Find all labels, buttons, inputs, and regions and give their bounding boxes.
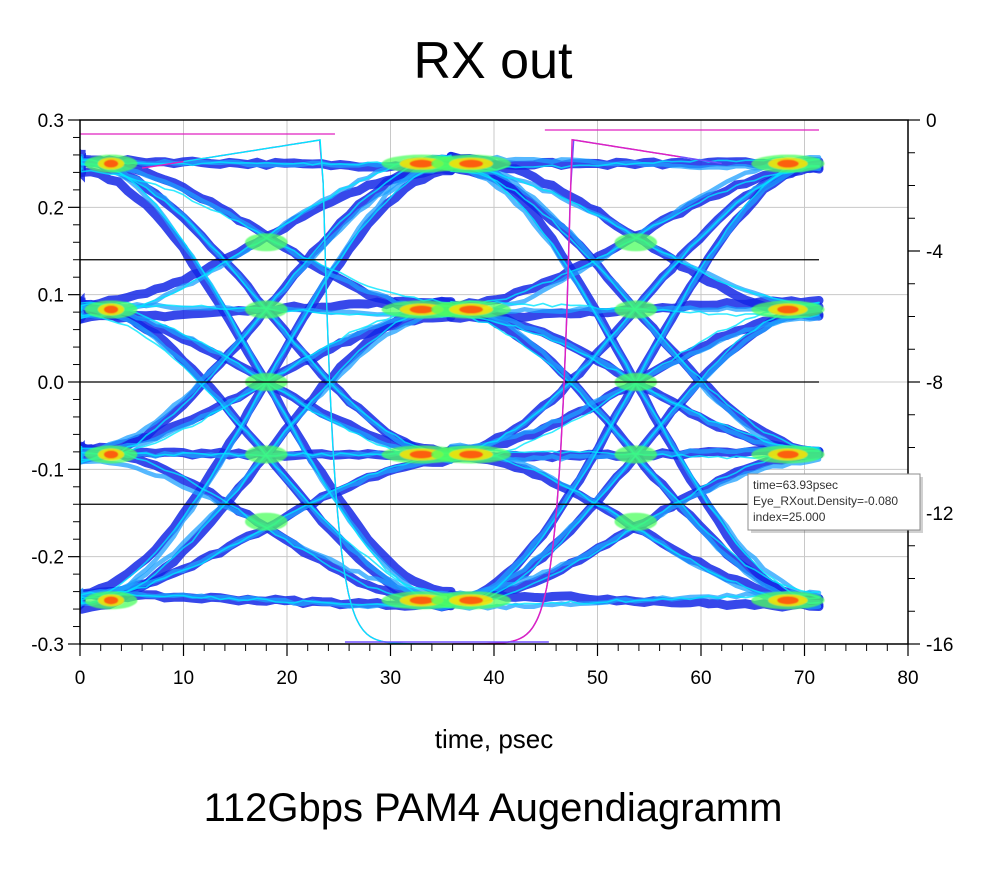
tooltip-line: index=25.000 [753,510,826,524]
hotspot-core-red [459,159,484,168]
density-hotspot [431,154,512,173]
hotspot-core-red [777,450,799,459]
density-hotspot [84,154,138,173]
hotspot-core-red [777,596,799,605]
x-tick-label: 10 [173,668,194,689]
x-tick-label: 50 [587,668,608,689]
y-axis-right: 0 -4 -8 -12 -16 [908,111,953,656]
hotspot-core-red [103,450,119,459]
eye-diagram-chart: 0 10 20 30 40 50 60 70 80 0.3 0.2 0.1 0.0 -0.1 -0.2 -0… [31,111,953,754]
density-hotspot [614,512,658,531]
density-hotspot [751,300,825,319]
density-hotspot [84,445,138,464]
hotspot-ring-green [244,512,288,531]
y-left-tick-label: 0.2 [38,198,64,219]
y-left-tick-label: -0.3 [31,635,64,656]
x-tick-label: 30 [380,668,401,689]
hotspot-core-red [103,596,119,605]
decision-thresholds [80,259,819,505]
y-right-tick-label: -4 [926,242,943,263]
y-right-tick-label: -16 [926,635,953,656]
x-axis: 0 10 20 30 40 50 60 70 80 [75,644,919,689]
density-hotspot [244,300,288,319]
hotspot-ring-green [244,300,288,319]
density-hotspot [244,445,288,464]
hotspot-ring-green [614,300,658,319]
density-hotspot [431,591,512,610]
x-axis-title: time, psec [435,724,554,754]
hotspot-core-red [459,596,484,605]
density-hotspot [751,445,825,464]
hotspot-core-red [103,159,119,168]
tooltip-box [747,473,921,531]
tooltip-line: time=63.93psec [753,478,838,492]
density-hotspot [614,445,658,464]
y-right-tick-label: -8 [926,373,943,394]
hotspot-ring-green [614,512,658,531]
hotspot-core-red [409,450,434,459]
x-tick-label: 80 [897,668,918,689]
hotspot-core-red [409,596,434,605]
chart-title: RX out [413,32,573,90]
y-left-tick-label: 0.1 [38,286,64,307]
y-right-tick-label: 0 [926,111,937,132]
hotspot-core-red [459,450,484,459]
hotspot-core-red [409,159,434,168]
density-hotspot [84,591,138,610]
bathtub-curve [183,139,432,644]
hotspot-core-red [777,159,799,168]
x-tick-label: 60 [690,668,711,689]
density-hotspot [614,233,658,252]
hotspot-core-red [459,305,484,314]
x-tick-label: 40 [483,668,504,689]
x-tick-label: 70 [794,668,815,689]
y-left-tick-label: 0.3 [38,111,64,132]
density-hotspot [614,300,658,319]
y-axis-left: 0.3 0.2 0.1 0.0 -0.1 -0.2 -0.3 [31,111,80,656]
hotspot-core-red [103,305,119,314]
y-right-tick-label: -12 [926,504,953,525]
density-hotspot [431,445,512,464]
hotspot-ring-green [244,445,288,464]
x-tick-label: 0 [75,668,86,689]
hotspot-core-red [409,305,434,314]
hotspot-core-red [777,305,799,314]
density-hotspot [84,300,138,319]
tooltip-line: Eye_RXout.Density=-0.080 [753,494,898,508]
hotspot-ring-green [614,445,658,464]
density-hotspot [751,154,825,173]
y-left-tick-label: -0.2 [31,548,64,569]
eye-density-traces [80,148,825,614]
density-hotspot [431,300,512,319]
hover-tooltip: time=63.93psec Eye_RXout.Density=-0.080in… [747,473,923,533]
density-hotspot [751,591,825,610]
hotspot-ring-green [244,233,288,252]
density-hotspot [244,512,288,531]
y-left-tick-label: 0.0 [38,373,64,394]
figure-caption: 112Gbps PAM4 Augendiagramm [203,786,783,830]
x-tick-label: 20 [276,668,297,689]
density-hotspot [244,233,288,252]
hotspot-ring-green [614,233,658,252]
y-left-tick-label: -0.1 [31,460,64,481]
